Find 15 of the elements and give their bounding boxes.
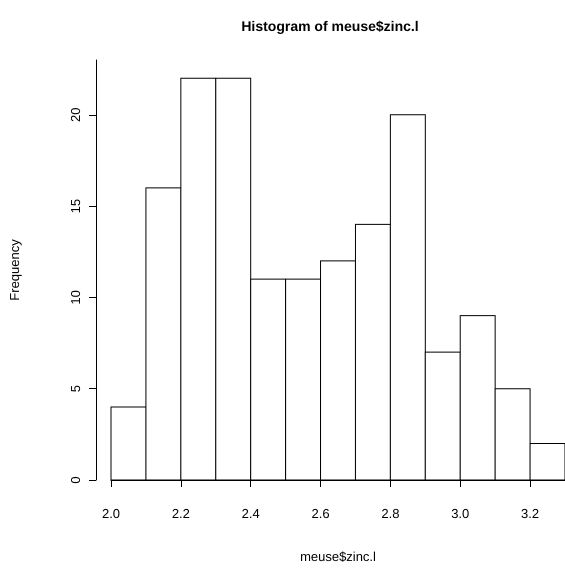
x-tick-label: 3.0 (451, 506, 470, 521)
x-tick-label: 2.0 (102, 506, 120, 521)
x-tick-label: 2.4 (242, 506, 260, 521)
y-tick-label: 10 (68, 290, 83, 305)
chart-title: Histogram of meuse$zinc.l (241, 18, 419, 34)
y-tick-label: 0 (68, 476, 83, 484)
x-tick-label: 2.2 (172, 506, 190, 521)
x-tick-label: 2.6 (312, 506, 330, 521)
y-tick-label: 20 (68, 108, 83, 122)
y-axis-title: Frequency (7, 238, 22, 301)
x-tick-label: 3.2 (521, 506, 540, 521)
x-axis-title: meuse$zinc.l (300, 549, 376, 564)
y-tick-label: 5 (68, 385, 83, 392)
y-tick-label: 15 (68, 198, 83, 214)
x-tick-label: 2.8 (381, 506, 400, 521)
